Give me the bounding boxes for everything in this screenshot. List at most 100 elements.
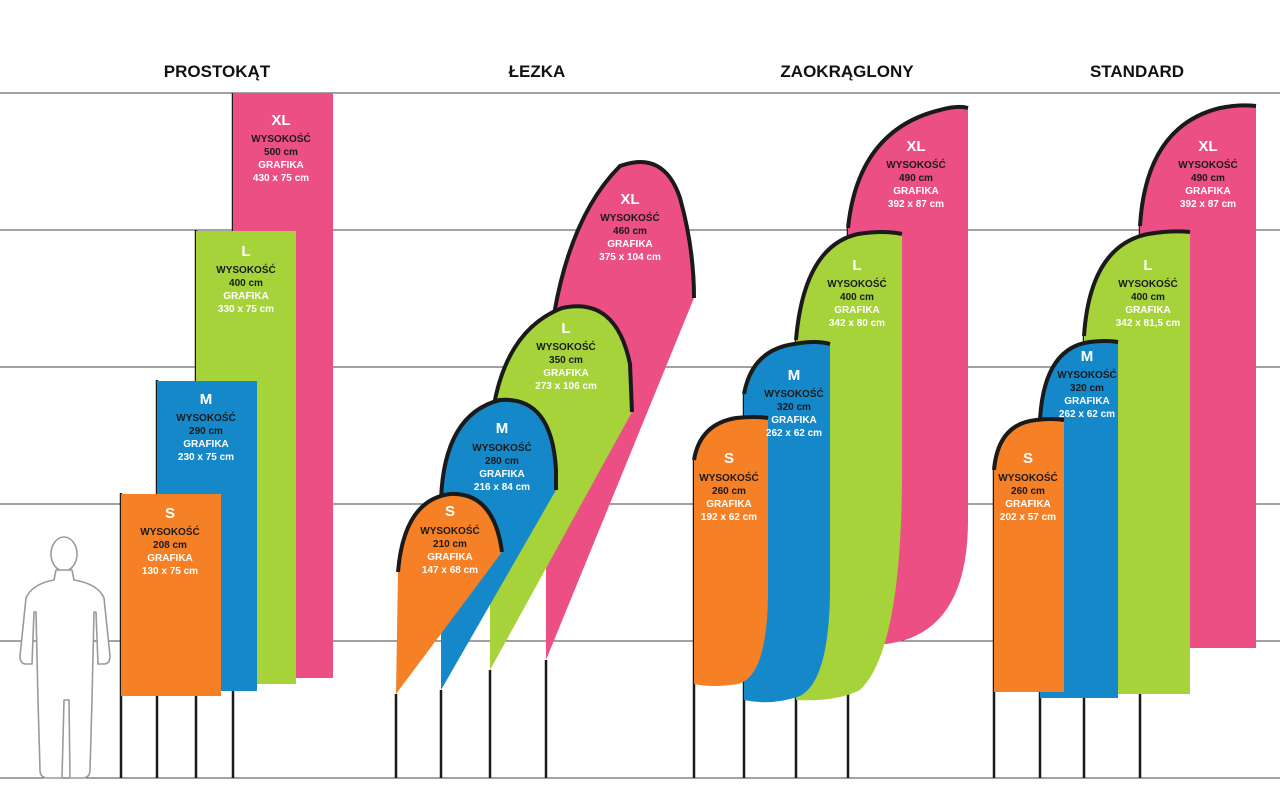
size-label: L — [852, 257, 861, 274]
graphic-value: 216 x 84 cm — [474, 482, 530, 493]
height-label: WYSOKOŚĆ — [827, 277, 886, 290]
flag-edge — [992, 417, 1065, 471]
graphic-label: GRAFIKA — [479, 469, 525, 480]
size-label: XL — [1198, 138, 1217, 155]
height-label: WYSOKOŚĆ — [699, 471, 758, 484]
graphic-label: GRAFIKA — [147, 553, 193, 564]
group-zaokraglony: XL WYSOKOŚĆ 490 cm GRAFIKA 392 x 87 cm L… — [692, 104, 969, 778]
human-silhouette-icon — [19, 536, 111, 779]
graphic-value: 392 x 87 cm — [1180, 199, 1236, 210]
size-label: XL — [271, 112, 290, 129]
graphic-label: GRAFIKA — [1005, 499, 1051, 510]
height-label: WYSOKOŚĆ — [140, 525, 199, 538]
height-label: WYSOKOŚĆ — [472, 441, 531, 454]
height-label: WYSOKOŚĆ — [216, 263, 275, 276]
size-label: S — [1023, 450, 1033, 467]
size-label: S — [724, 450, 734, 467]
height-value: 280 cm — [485, 456, 519, 467]
height-value: 290 cm — [189, 426, 223, 437]
graphic-value: 330 x 75 cm — [218, 304, 274, 315]
size-label: S — [165, 505, 175, 522]
height-value: 260 cm — [1011, 486, 1045, 497]
flag-lezka-s — [396, 493, 502, 694]
height-label: WYSOKOŚĆ — [1178, 158, 1237, 171]
graphic-label: GRAFIKA — [183, 439, 229, 450]
graphic-value: 262 x 62 cm — [766, 428, 822, 439]
graphic-value: 342 x 80 cm — [829, 318, 885, 329]
height-label: WYSOKOŚĆ — [1057, 368, 1116, 381]
height-value: 490 cm — [899, 173, 933, 184]
graphic-value: 375 x 104 cm — [599, 252, 661, 263]
height-label: WYSOKOŚĆ — [600, 211, 659, 224]
height-label: WYSOKOŚĆ — [176, 411, 235, 424]
graphic-label: GRAFIKA — [1185, 186, 1231, 197]
flag-edge — [1082, 229, 1191, 337]
graphic-label: GRAFIKA — [771, 415, 817, 426]
group-standard: XL WYSOKOŚĆ 490 cm GRAFIKA 392 x 87 cm L… — [992, 103, 1257, 778]
group-title-lezka: ŁEZKA — [509, 62, 566, 81]
height-value: 400 cm — [1131, 292, 1165, 303]
graphic-value: 147 x 68 cm — [422, 565, 478, 576]
group-title-prostokat: PROSTOKĄT — [164, 62, 271, 81]
graphic-value: 342 x 81,5 cm — [1116, 318, 1181, 329]
height-label: WYSOKOŚĆ — [886, 158, 945, 171]
flag-zaokraglony-s — [694, 417, 768, 686]
graphic-label: GRAFIKA — [1125, 305, 1171, 316]
graphic-label: GRAFIKA — [706, 499, 752, 510]
size-label: S — [445, 503, 455, 520]
height-value: 320 cm — [1070, 383, 1104, 394]
height-label: WYSOKOŚĆ — [251, 132, 310, 145]
flag-edge — [846, 104, 969, 229]
flag-edge — [742, 340, 831, 395]
height-label: WYSOKOŚĆ — [1118, 277, 1177, 290]
size-label: M — [1081, 348, 1094, 365]
size-label: L — [561, 320, 570, 337]
size-label: XL — [906, 138, 925, 155]
graphic-value: 202 x 57 cm — [1000, 512, 1056, 523]
height-value: 210 cm — [433, 539, 467, 550]
height-value: 260 cm — [712, 486, 746, 497]
group-lezka: XL WYSOKOŚĆ 460 cm GRAFIKA 375 x 104 cm … — [394, 160, 696, 778]
height-value: 490 cm — [1191, 173, 1225, 184]
graphic-label: GRAFIKA — [893, 186, 939, 197]
graphic-label: GRAFIKA — [1064, 396, 1110, 407]
graphic-label: GRAFIKA — [258, 160, 304, 171]
group-prostokat: XL WYSOKOŚĆ 500 cm GRAFIKA 430 x 75 cm L… — [119, 93, 333, 778]
height-value: 320 cm — [777, 402, 811, 413]
height-value: 500 cm — [264, 147, 298, 158]
graphic-label: GRAFIKA — [834, 305, 880, 316]
graphic-value: 262 x 62 cm — [1059, 409, 1115, 420]
height-value: 350 cm — [549, 355, 583, 366]
flag-edge — [1038, 339, 1119, 421]
graphic-label: GRAFIKA — [427, 552, 473, 563]
height-value: 400 cm — [229, 278, 263, 289]
graphic-value: 130 x 75 cm — [142, 566, 198, 577]
size-label: XL — [620, 191, 639, 208]
graphic-value: 273 x 106 cm — [535, 381, 597, 392]
group-title-zaokraglony: ZAOKRĄGLONY — [780, 62, 914, 81]
flag-lezka-l — [490, 306, 632, 670]
height-value: 400 cm — [840, 292, 874, 303]
flag-edge — [488, 304, 634, 441]
flag-edge — [794, 230, 903, 341]
height-value: 460 cm — [613, 226, 647, 237]
size-label: L — [1143, 257, 1152, 274]
flag-edge — [692, 415, 769, 461]
graphic-label: GRAFIKA — [607, 239, 653, 250]
height-label: WYSOKOŚĆ — [764, 387, 823, 400]
graphic-value: 192 x 62 cm — [701, 512, 757, 523]
graphic-value: 430 x 75 cm — [253, 173, 309, 184]
height-label: WYSOKOŚĆ — [420, 524, 479, 537]
size-label: L — [241, 243, 250, 260]
flag-edge — [439, 397, 558, 501]
flag-edge — [396, 491, 504, 573]
graphic-value: 230 x 75 cm — [178, 452, 234, 463]
size-label: M — [200, 391, 213, 408]
graphic-label: GRAFIKA — [543, 368, 589, 379]
flag-standard-s — [994, 419, 1064, 692]
flag-edge — [1138, 103, 1257, 227]
graphic-label: GRAFIKA — [223, 291, 269, 302]
height-label: WYSOKOŚĆ — [536, 340, 595, 353]
graphic-value: 392 x 87 cm — [888, 199, 944, 210]
